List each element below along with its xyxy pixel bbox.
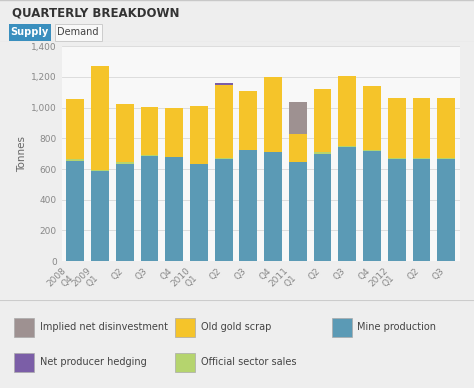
Bar — [289, 134, 307, 162]
Text: Implied net disinvestment: Implied net disinvestment — [40, 322, 168, 332]
Bar — [314, 152, 331, 154]
Bar — [215, 158, 233, 159]
Bar — [438, 99, 455, 158]
Text: Net producer hedging: Net producer hedging — [40, 357, 146, 367]
Bar — [314, 89, 331, 152]
Bar — [165, 157, 183, 261]
Bar — [388, 99, 406, 158]
Bar — [412, 158, 430, 159]
Bar — [215, 85, 233, 158]
Bar — [338, 146, 356, 147]
Bar — [140, 156, 158, 261]
Bar — [363, 86, 381, 150]
Bar — [190, 106, 208, 164]
FancyBboxPatch shape — [55, 24, 102, 41]
Bar — [190, 164, 208, 165]
Bar — [363, 151, 381, 261]
Bar — [264, 77, 282, 152]
FancyBboxPatch shape — [14, 353, 34, 372]
Bar — [91, 170, 109, 171]
Bar — [66, 99, 84, 159]
Bar — [66, 161, 84, 261]
Text: Demand: Demand — [57, 27, 99, 37]
Text: QUARTERLY BREAKDOWN: QUARTERLY BREAKDOWN — [12, 6, 179, 19]
Bar — [66, 159, 84, 161]
Text: Supply: Supply — [11, 27, 49, 37]
Bar — [438, 158, 455, 159]
Bar — [264, 152, 282, 261]
Bar — [140, 155, 158, 156]
FancyBboxPatch shape — [14, 317, 34, 337]
Text: Old gold scrap: Old gold scrap — [201, 322, 271, 332]
Bar — [140, 107, 158, 155]
Bar — [239, 91, 257, 150]
Bar — [338, 147, 356, 261]
Bar — [289, 162, 307, 261]
Bar — [116, 104, 134, 163]
FancyBboxPatch shape — [9, 24, 51, 41]
Bar — [338, 76, 356, 146]
Bar — [314, 154, 331, 261]
Bar — [412, 99, 430, 158]
Bar — [190, 165, 208, 261]
Bar — [91, 66, 109, 170]
FancyBboxPatch shape — [175, 353, 195, 372]
Text: Mine production: Mine production — [357, 322, 437, 332]
Bar — [363, 150, 381, 151]
Text: Official sector sales: Official sector sales — [201, 357, 296, 367]
Y-axis label: Tonnes: Tonnes — [17, 136, 27, 171]
Bar — [239, 150, 257, 261]
FancyBboxPatch shape — [175, 317, 195, 337]
Bar — [215, 83, 233, 85]
Bar — [91, 171, 109, 261]
FancyBboxPatch shape — [332, 317, 352, 337]
Bar — [412, 159, 430, 261]
Bar — [388, 159, 406, 261]
Bar — [116, 164, 134, 261]
Bar — [116, 163, 134, 164]
Bar — [438, 159, 455, 261]
Bar — [388, 158, 406, 159]
Bar — [215, 159, 233, 261]
Bar — [289, 102, 307, 134]
Bar — [165, 107, 183, 157]
